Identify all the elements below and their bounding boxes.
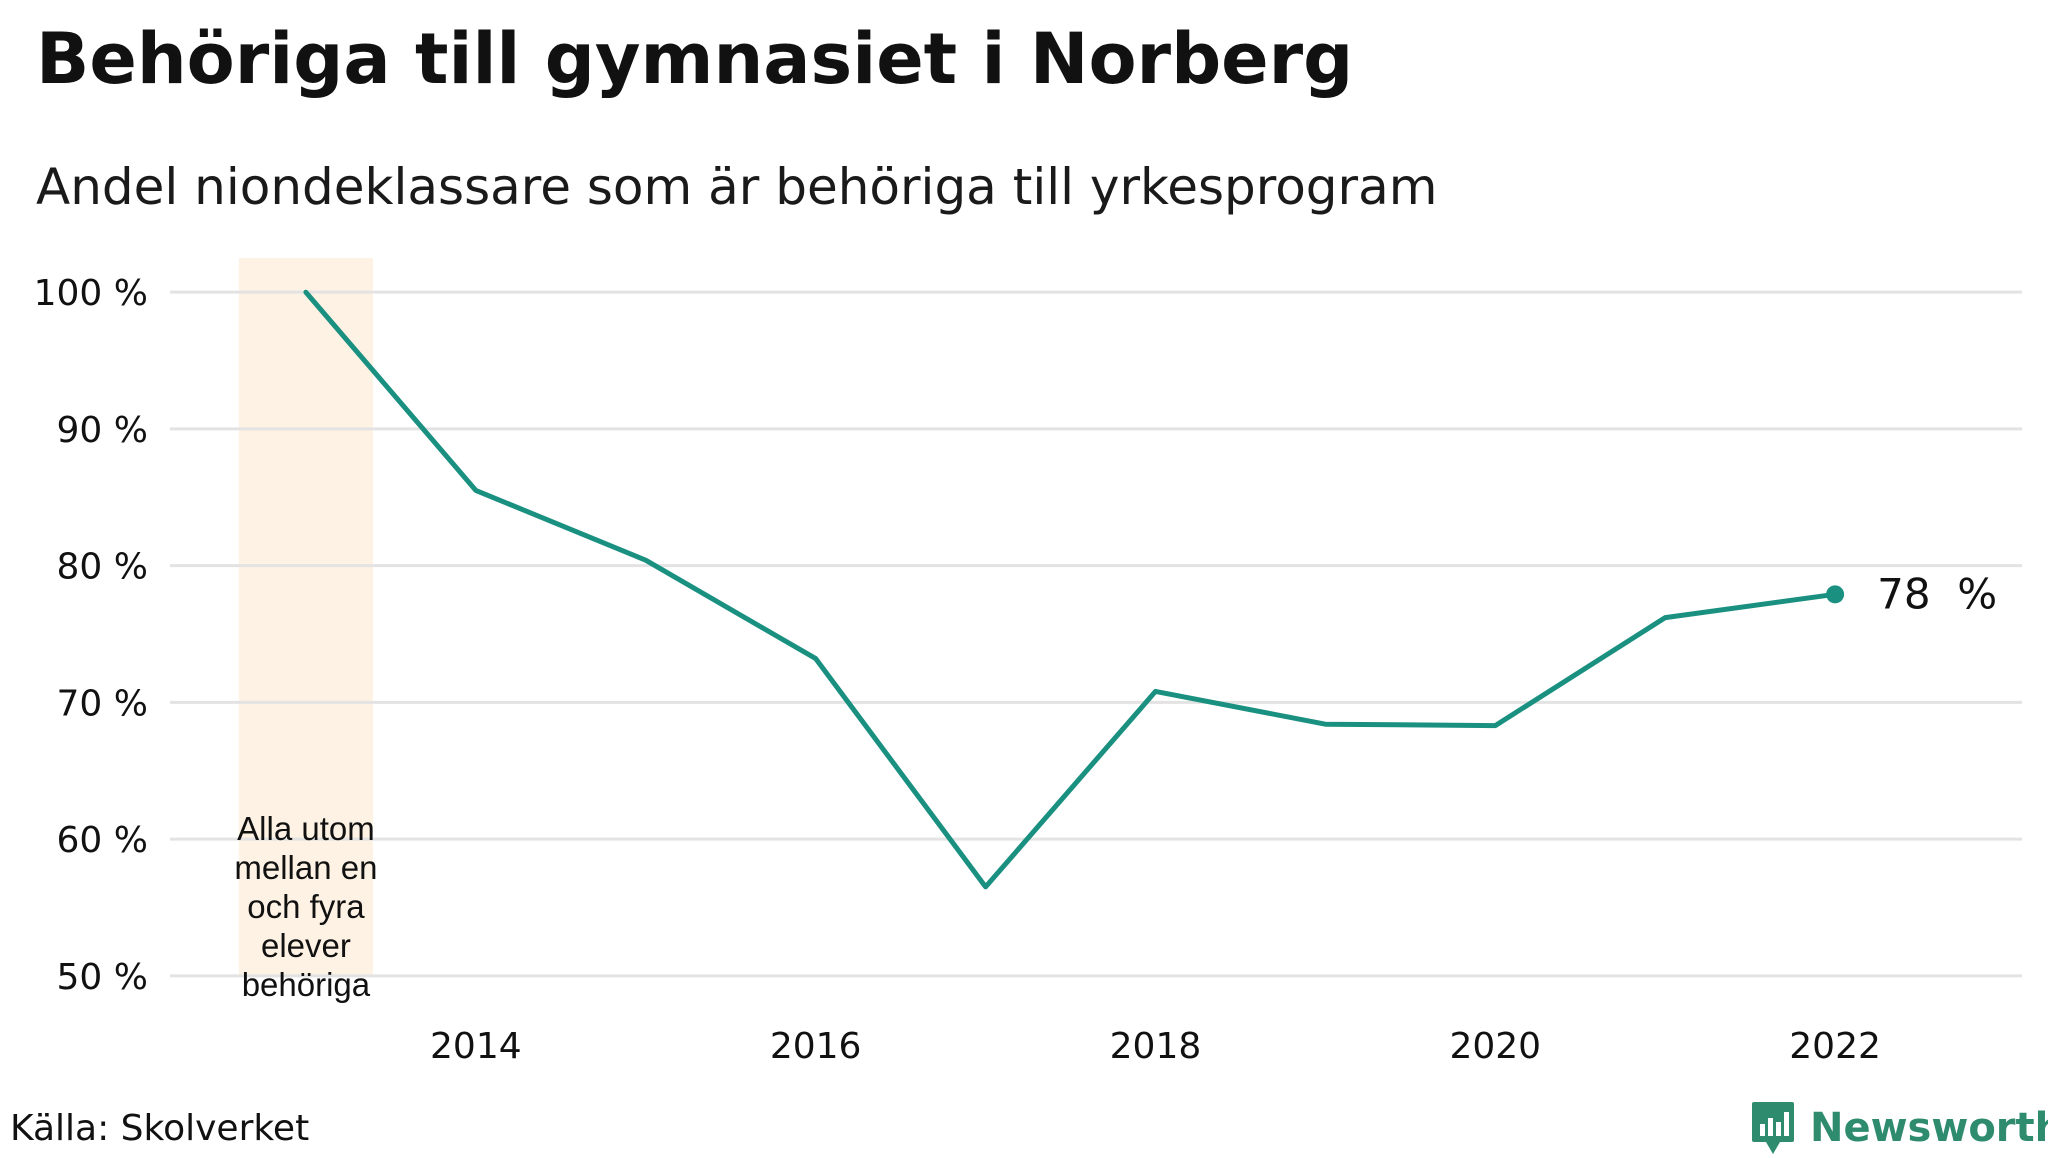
x-tick-label: 2022 (1789, 1026, 1881, 1067)
x-tick-label: 2014 (430, 1026, 522, 1067)
chart-subtitle: Andel niondeklassare som är behöriga til… (36, 158, 1438, 216)
highlight-note-line: elever (261, 927, 351, 964)
x-tick-label: 2020 (1449, 1026, 1541, 1067)
series-line (303, 289, 1838, 890)
chart-title: Behöriga till gymnasiet i Norberg (36, 18, 1354, 100)
highlight-note-line: och fyra (247, 888, 365, 925)
brand-logo: Newsworthy (1750, 1098, 2048, 1158)
gridlines (170, 290, 2022, 978)
y-tick-label: 100 % (34, 273, 148, 314)
highlight-note-text: Alla utom mellan en och fyra elever behöriga (234, 810, 377, 1003)
brand-name: Newsworthy (1810, 1105, 2048, 1151)
highlight-note-line: behöriga (242, 966, 371, 1003)
y-tick-label: 50 % (57, 957, 148, 998)
highlight-band (238, 258, 373, 976)
newsworthy-logo-icon (1752, 1102, 1794, 1154)
y-tick-label: 70 % (57, 683, 148, 724)
y-tick-label: 90 % (57, 410, 148, 451)
x-tick-label: 2016 (770, 1026, 862, 1067)
highlight-note: Alla utom mellan en och fyra elever behöriga (234, 810, 377, 1003)
last-point-marker (1826, 585, 1845, 604)
source-note: Källa: Skolverket (10, 1108, 310, 1149)
highlight-note-line: mellan en (234, 849, 377, 886)
y-tick-label: 60 % (57, 820, 148, 861)
series-layer: 78 % (303, 289, 1997, 890)
y-tick-label: 80 % (57, 547, 148, 588)
x-tick-label: 2018 (1110, 1026, 1202, 1067)
highlight-note-line: Alla utom (237, 810, 375, 847)
y-axis-ticks: 50 % 60 % 70 % 80 % 90 % 100 % (34, 273, 148, 998)
x-axis-ticks: 2014 2016 2018 2020 2022 (430, 1026, 1881, 1067)
highlight-band-layer (238, 258, 373, 976)
last-value-label: 78 % (1877, 569, 1997, 618)
